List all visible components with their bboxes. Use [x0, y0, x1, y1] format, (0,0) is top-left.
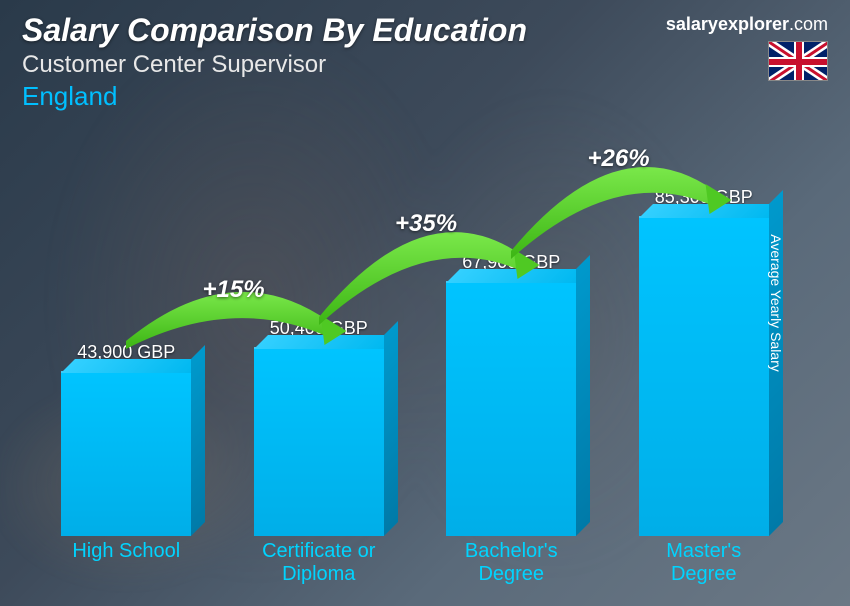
- category-label: Certificate orDiploma: [229, 540, 409, 586]
- y-axis-label: Average Yearly Salary: [767, 234, 783, 372]
- category-labels: High School Certificate orDiploma Bachelor…: [30, 540, 800, 586]
- location: England: [22, 81, 828, 112]
- bar: [254, 347, 384, 536]
- brand-name: salaryexplorer.com: [666, 14, 828, 35]
- bar-chart: 43,900 GBP50,400 GBP67,900 GBP85,300 GBP…: [30, 130, 800, 586]
- bar: [639, 216, 769, 536]
- bar: [61, 371, 191, 536]
- brand-name-main: salaryexplorer: [666, 14, 789, 34]
- increase-pct: +15%: [203, 276, 265, 304]
- brand: salaryexplorer.com: [666, 14, 828, 81]
- uk-flag-icon: [768, 41, 828, 81]
- bar-group: 67,900 GBP: [421, 252, 601, 536]
- increase-pct: +35%: [395, 210, 457, 238]
- bar-group: 50,400 GBP: [229, 318, 409, 536]
- category-label: Master'sDegree: [614, 540, 794, 586]
- category-label: High School: [36, 540, 216, 586]
- category-label: Bachelor'sDegree: [421, 540, 601, 586]
- bar-group: 85,300 GBP: [614, 187, 794, 536]
- bars-container: 43,900 GBP50,400 GBP67,900 GBP85,300 GBP: [30, 130, 800, 536]
- bar-group: 43,900 GBP: [36, 342, 216, 536]
- bar: [446, 281, 576, 536]
- increase-pct: +26%: [588, 145, 650, 173]
- brand-suffix: .com: [789, 14, 828, 34]
